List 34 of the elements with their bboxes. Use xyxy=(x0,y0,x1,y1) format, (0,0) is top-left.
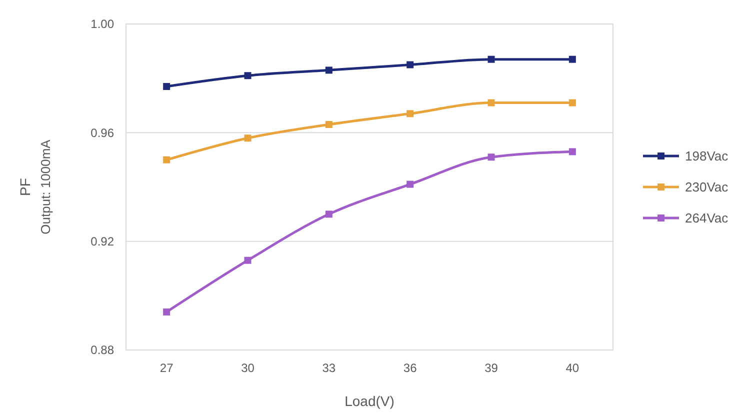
point xyxy=(325,210,332,218)
y-tick-label: 0.88 xyxy=(90,343,114,358)
x-axis-title: Load(V) xyxy=(344,393,394,409)
y-tick-label: 0.96 xyxy=(90,126,114,140)
point xyxy=(568,56,576,63)
point xyxy=(163,82,170,90)
point xyxy=(406,110,414,118)
point xyxy=(244,72,252,80)
legend-label: 198Vac xyxy=(685,148,729,164)
point xyxy=(163,308,170,316)
text: Output: 1000mA xyxy=(38,139,53,234)
point xyxy=(406,61,414,68)
legend-label: 264Vac xyxy=(685,210,729,226)
point xyxy=(568,148,576,156)
x-tick-label: 33 xyxy=(322,361,336,375)
point xyxy=(488,56,495,63)
legend-label: 230Vac xyxy=(685,180,729,195)
y-tick-label: 1.00 xyxy=(90,17,114,32)
x-tick-label: 39 xyxy=(484,361,498,375)
y-axis-title: PF xyxy=(17,178,33,196)
point xyxy=(163,156,170,164)
point xyxy=(325,121,332,128)
point xyxy=(325,66,332,74)
y-tick-label: 0.92 xyxy=(90,234,114,249)
point xyxy=(406,180,414,188)
point xyxy=(488,154,495,161)
x-tick-label: 27 xyxy=(160,361,174,375)
x-tick-label: 40 xyxy=(566,361,580,375)
point xyxy=(488,99,495,106)
point xyxy=(568,99,576,106)
x-tick-label: 30 xyxy=(241,361,255,375)
x-tick-label: 36 xyxy=(403,361,418,375)
point xyxy=(244,256,252,264)
point xyxy=(244,134,252,142)
